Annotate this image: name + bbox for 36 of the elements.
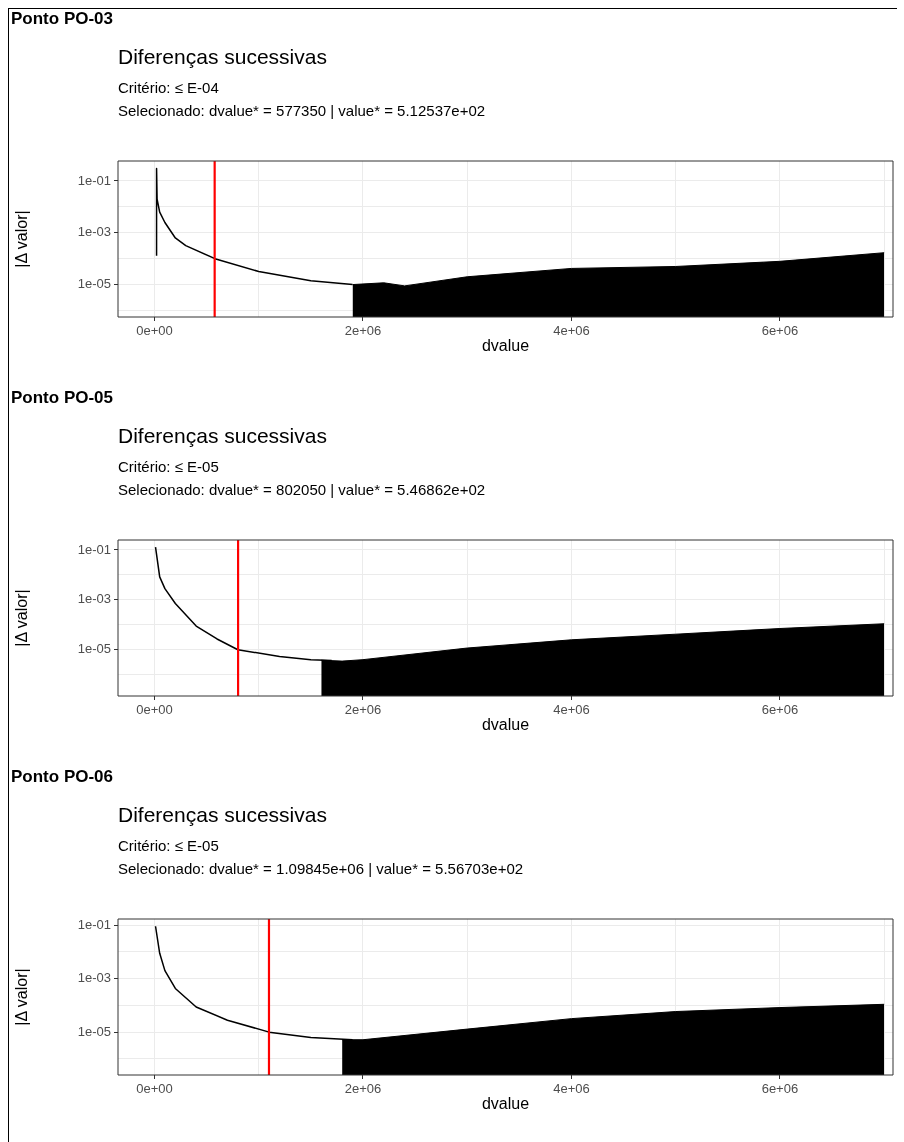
x-tick-label: 2e+06 <box>344 1081 382 1097</box>
y-tick-label: 1e-05 <box>77 1023 111 1039</box>
y-axis-title: |Δ valor| <box>13 589 31 647</box>
y-tick-label: 1e-01 <box>77 916 111 932</box>
x-tick-label: 4e+06 <box>553 1081 590 1097</box>
y-tick-label: 1e-05 <box>77 276 111 292</box>
y-tick-label: 1e-03 <box>77 970 111 986</box>
chart-title: Diferenças sucessivas <box>118 802 328 828</box>
chart-title: Diferenças sucessivas <box>118 44 328 70</box>
x-tick-label: 0e+00 <box>136 702 173 718</box>
x-tick-label: 6e+06 <box>761 323 799 339</box>
x-tick-label: 0e+00 <box>136 323 173 339</box>
chart-title: Diferenças sucessivas <box>118 423 328 449</box>
x-tick-label: 4e+06 <box>553 702 590 718</box>
y-tick-label: 1e-05 <box>77 641 111 657</box>
x-tick-label: 4e+06 <box>553 323 590 339</box>
y-axis-title: |Δ valor| <box>13 210 31 268</box>
text: Ponto PO-06 <box>10 767 114 787</box>
y-tick-label: 1e-01 <box>77 541 111 557</box>
chart-subtitle: Critério: ≤ E-05 Selecionado: dvalue* = 802050 | value* = 5.46862e+02 <box>118 457 487 500</box>
chart-subtitle: Critério: ≤ E-04 Selecionado: dvalue* = 577350 | value* = 5.12537e+02 <box>118 78 487 121</box>
x-tick-label: 6e+06 <box>761 702 799 718</box>
text: Ponto PO-03 <box>10 9 114 29</box>
chart-subtitle: Critério: ≤ E-05 Selecionado: dvalue* = 1.09845e+06 | value* = 5.56703e+02 <box>118 836 525 879</box>
x-axis-title: dvalue <box>481 336 530 354</box>
x-tick-label: 2e+06 <box>344 702 382 718</box>
text: Ponto PO-05 <box>10 388 114 408</box>
y-tick-label: 1e-01 <box>77 172 111 188</box>
x-tick-label: 0e+00 <box>136 1081 173 1097</box>
x-tick-label: 6e+06 <box>761 1081 799 1097</box>
y-tick-label: 1e-03 <box>77 591 111 607</box>
x-axis-title: dvalue <box>481 715 530 733</box>
x-tick-label: 2e+06 <box>344 323 382 339</box>
y-tick-label: 1e-03 <box>77 224 111 240</box>
y-axis-title: |Δ valor| <box>13 968 31 1026</box>
x-axis-title: dvalue <box>481 1094 530 1112</box>
